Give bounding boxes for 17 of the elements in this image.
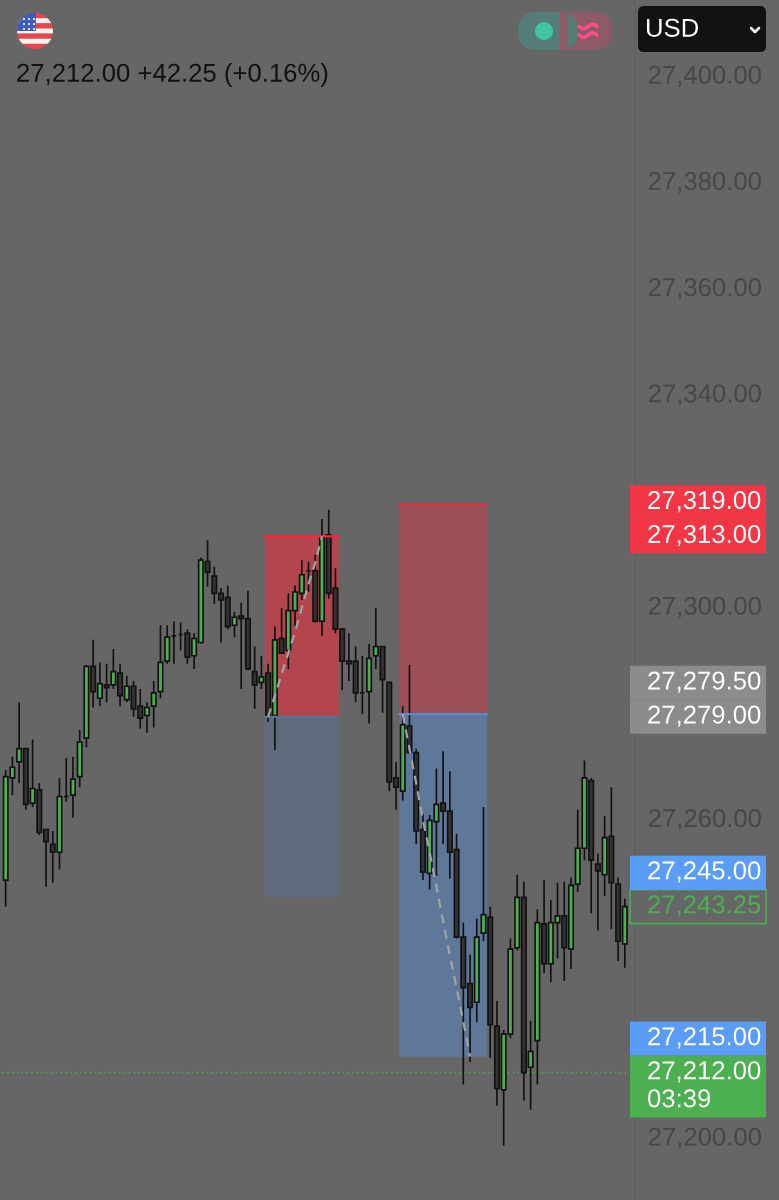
text: 27,279.00 [648,705,761,727]
ref-line-label: 27,212.00 03:39 [648,1061,761,1108]
candlestick [150,680,157,729]
candlestick [76,729,83,789]
candlestick [157,624,164,700]
candlestick [366,642,373,725]
text: 27,212.00 +42.25 (+0.16%) [17,63,328,87]
text: 27,313.00 [648,524,761,547]
text: 27,245.00 [648,861,761,883]
text: 27,215.00 [648,1027,761,1049]
text: 27,279.50 [648,671,761,693]
candlestick [170,620,177,665]
candlestick [164,624,171,665]
text: USD [646,18,699,37]
candlestick [69,755,77,819]
text: 27,319.00 [648,490,761,513]
text: 27,243.25 [648,895,761,917]
